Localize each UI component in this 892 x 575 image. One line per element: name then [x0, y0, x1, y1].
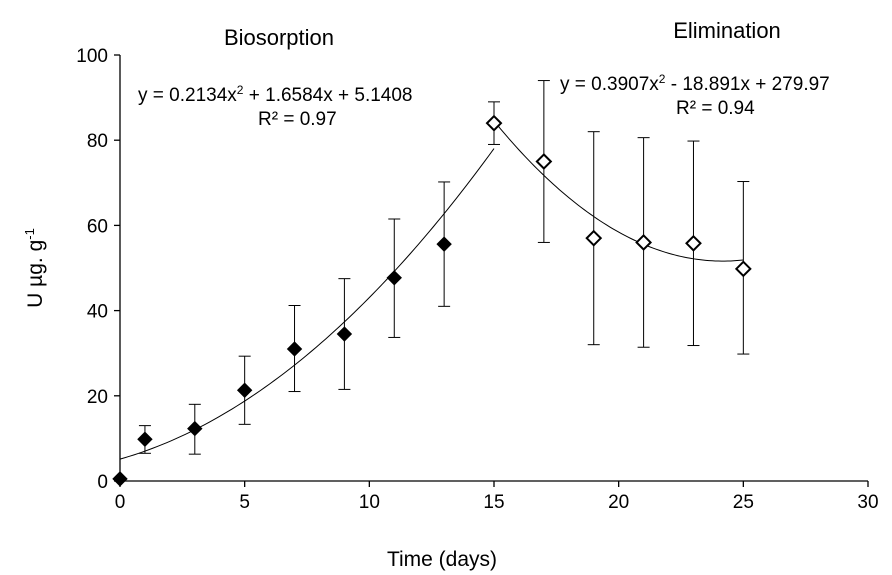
data-point-open-diamond	[734, 260, 752, 278]
x-axis-title: Time (days)	[387, 548, 497, 571]
y-tick-label: 20	[87, 387, 108, 408]
r2-elimination: R² = 0.94	[676, 98, 755, 119]
equation-elimination: y = 0.3907x2 - 18.891x + 279.97	[560, 72, 830, 95]
data-point-filled-diamond	[236, 382, 253, 398]
y-tick-label: 80	[87, 131, 108, 152]
error-bars	[138, 80, 750, 455]
equation-biosorption: y = 0.2134x2 + 1.6584x + 5.1408	[138, 83, 413, 106]
equation-biosorption-rest: + 1.6584x + 5.1408	[243, 85, 412, 106]
data-point-open-diamond	[685, 234, 702, 252]
equation-biosorption-sup: 2	[237, 83, 244, 97]
x-tick-label: 10	[359, 492, 380, 513]
data-point-open-diamond	[485, 114, 503, 132]
data-point-filled-diamond	[187, 420, 203, 437]
phase-label-elimination: Elimination	[673, 18, 781, 43]
fit-curve-elimination	[493, 120, 744, 262]
x-tick-label: 15	[483, 492, 504, 513]
x-tick-label: 20	[608, 492, 629, 513]
y-tick-label: 60	[87, 216, 108, 237]
data-point-open-diamond	[585, 229, 603, 247]
ticks: 0 5 10 15 20 25 30 0 20 40 60 80 100	[76, 46, 878, 513]
data-point-filled-diamond	[286, 341, 303, 357]
x-tick-label: 30	[857, 492, 878, 513]
r2-biosorption: R² = 0.97	[258, 109, 337, 130]
fit-curves	[119, 120, 744, 460]
data-point-open-diamond	[535, 153, 553, 170]
data-point-filled-diamond	[336, 326, 353, 342]
y-axis-title-sup: -1	[22, 228, 37, 240]
x-tick-label: 25	[733, 492, 754, 513]
equation-elimination-sup: 2	[659, 72, 666, 86]
data-point-open-diamond	[635, 234, 653, 251]
y-axis-title: U µg. g-1	[22, 228, 47, 308]
data-points	[112, 114, 752, 487]
equation-biosorption-main: y = 0.2134x	[138, 85, 237, 106]
y-tick-label: 0	[97, 472, 108, 493]
data-point-filled-diamond	[112, 471, 128, 487]
data-point-filled-diamond	[386, 270, 402, 286]
data-point-filled-diamond	[436, 236, 452, 252]
equation-elimination-main: y = 0.3907x	[560, 74, 659, 95]
fit-curve-biosorption	[119, 148, 495, 460]
x-tick-label: 5	[239, 492, 250, 513]
phase-label-biosorption: Biosorption	[224, 25, 334, 50]
y-tick-label: 40	[87, 302, 108, 323]
data-point-filled-diamond	[137, 431, 153, 447]
y-tick-label: 100	[76, 46, 108, 67]
x-tick-label: 0	[115, 492, 126, 513]
y-axis-title-main: U µg. g	[24, 240, 47, 308]
equation-elimination-rest: - 18.891x + 279.97	[665, 74, 829, 95]
